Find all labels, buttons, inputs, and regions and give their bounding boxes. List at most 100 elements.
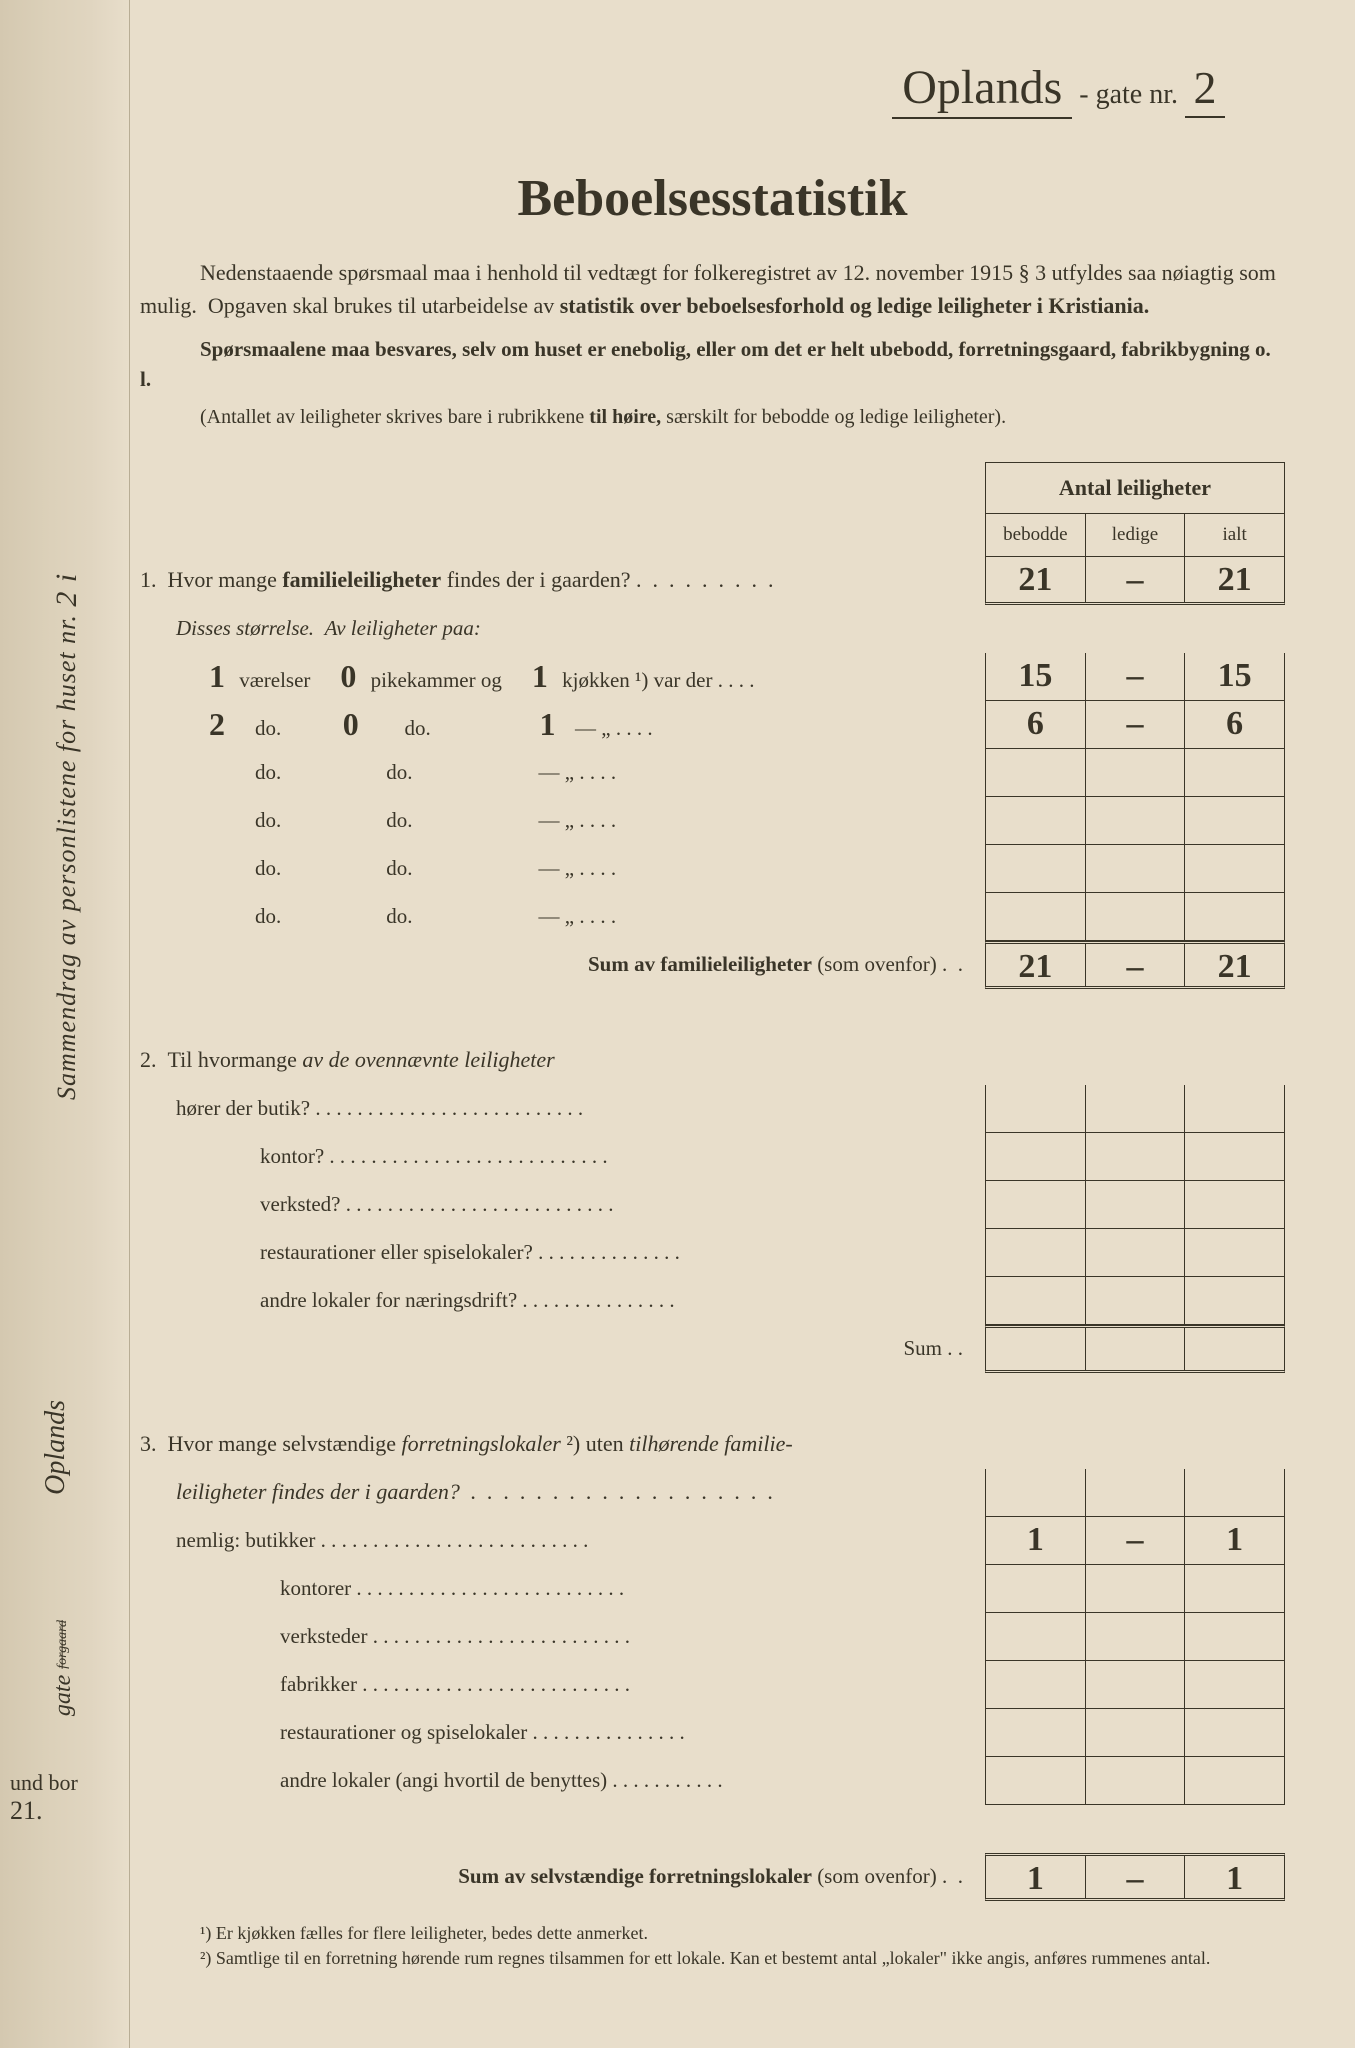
sp-disses [985,605,1285,653]
sr6-l1: do. [255,904,281,928]
q3-i2: verksteder . . . . . . . . . . . . . . .… [140,1612,973,1660]
und-bor-nr: 21. [10,1796,78,1826]
q3s-b: 1 [986,1856,1086,1898]
q1-text: 1. Hvor mange familieleiligheter findes … [140,567,774,592]
sr3-l1: do. [255,760,281,784]
q2-r1 [985,1085,1285,1133]
c [986,1229,1086,1276]
spine-text: Sammendrag av personlistene for huset nr… [52,614,81,1100]
spine-gate: gate forgaard [50,1620,77,1716]
q1-bebodde: 21 [986,557,1086,602]
sr6-ans [985,893,1285,941]
size-row-5: do. do. — „ . . . . [140,844,973,892]
header-line: Oplands - gate nr. 2 [140,60,1285,119]
table-title: Antal leiligheter [986,463,1284,514]
size-row-1: 1 værelser 0 pikekammer og 1 kjøkken ¹) … [140,652,973,700]
spine-street: Oplands [40,1400,72,1495]
col-ledige: ledige [1086,514,1186,556]
c [1086,1277,1186,1324]
sr6-l2: do. [386,904,412,928]
gap-1 [140,988,973,1036]
sr2-l3: — „ . . . . [575,716,653,740]
q1s-b: 21 [986,944,1086,986]
q1-ans-row: 21 – 21 [985,557,1285,605]
gate-nr-handwritten: 2 [1185,61,1225,118]
q3n-l: – [1086,1517,1186,1564]
q3n-b: 1 [986,1517,1086,1564]
gate-nr-label: - gate nr. [1079,79,1178,110]
c [986,845,1086,892]
c [1086,1565,1186,1612]
q3-l1-text: 3. Hvor mange selvstændige forretningslo… [140,1431,793,1456]
spine-house-nr: 2 i [50,573,83,607]
sr2-b: 6 [986,701,1086,748]
c [1185,1469,1284,1516]
q3-sum-text: Sum av selvstændige forretningslokaler (… [458,1864,963,1888]
sr3-l3: — „ . . . . [539,760,617,784]
q1s-l: – [1086,944,1186,986]
c [1086,1133,1186,1180]
sr1-ans: 15 – 15 [985,653,1285,701]
sr5-l3: — „ . . . . [539,856,617,880]
sr1-i: 15 [1185,653,1284,700]
sr5-l2: do. [386,856,412,880]
sr1-k: 1 [523,652,557,700]
q3-r4 [985,1709,1285,1757]
c [986,1085,1086,1132]
sr4-l3: — „ . . . . [539,808,617,832]
document-page: Sammendrag av personlistene for huset nr… [0,0,1355,2048]
content-wrap: 1. Hvor mange familieleiligheter findes … [140,462,1285,1901]
intro-paren-text: (Antallet av leiligheter skrives bare i … [200,406,1006,428]
q3-line2: leiligheter findes der i gaarden? . . . … [140,1468,973,1516]
sp-q3c [985,1805,1285,1853]
c [1185,1613,1284,1660]
c [986,1133,1086,1180]
q3-nemlig-ans: 1 – 1 [985,1517,1285,1565]
footnotes: ¹) Er kjøkken fælles for flere leilighet… [140,1921,1285,1971]
c [1086,1661,1186,1708]
q3-sum-ans: 1 – 1 [985,1853,1285,1901]
c [986,1469,1086,1516]
c [1185,1229,1284,1276]
sr2-i: 6 [1185,701,1284,748]
q3n-i: 1 [1185,1517,1284,1564]
q3-i4: restaurationer og spiselokaler . . . . .… [140,1708,973,1756]
sr4-l1: do. [255,808,281,832]
street-name-handwritten: Oplands [892,60,1072,119]
q2-text: 2. Til hvormange av de ovennævnte leilig… [140,1047,555,1072]
size-row-6: do. do. — „ . . . . [140,892,973,940]
sr3-l2: do. [386,760,412,784]
sr5-l1: do. [255,856,281,880]
q1s-i: 21 [1185,944,1284,986]
spine-vertical-text: Sammendrag av personlistene for huset nr… [50,200,84,1100]
sr1-v: 1 [200,652,234,700]
q2-i3: verksted? . . . . . . . . . . . . . . . … [140,1180,973,1228]
spine-und-bor: und bor 21. [10,1770,78,1826]
footnote-1: ¹) Er kjøkken fælles for flere leilighet… [200,1921,1285,1946]
c [1086,1709,1186,1756]
table-col-headers: bebodde ledige ialt [986,514,1284,556]
intro-1-text: Nedenstaaende spørsmaal maa i henhold ti… [140,260,1276,318]
c [1086,1469,1186,1516]
q3-sum: Sum av selvstændige forretningslokaler (… [140,1852,973,1900]
gap-3 [140,1804,973,1852]
q3-r5 [985,1757,1285,1805]
spine-forgaard: forgaard [55,1620,70,1669]
q3-line1: 3. Hvor mange selvstændige forretningslo… [140,1420,973,1468]
sp-q3b [985,1421,1285,1469]
q2-r2 [985,1133,1285,1181]
c [1086,1613,1186,1660]
footnote-2: ²) Samtlige til en forretning hørende ru… [200,1946,1285,1971]
q3-r3 [985,1661,1285,1709]
c [1185,893,1284,940]
c [1086,1229,1186,1276]
sr2-v: 2 [200,700,234,748]
c [1086,845,1186,892]
col-ialt: ialt [1185,514,1284,556]
c [986,1328,1086,1370]
page-title: Beboelsesstatistik [140,169,1285,228]
book-spine: Sammendrag av personlistene for huset nr… [0,0,130,2048]
q2-i4: restaurationer eller spiselokaler? . . .… [140,1228,973,1276]
q3s-l: – [1086,1856,1186,1898]
und-bor-label: und bor [10,1770,78,1796]
